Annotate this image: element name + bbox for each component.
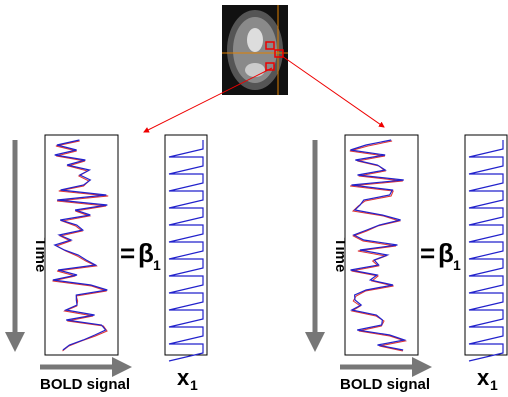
beta: β (438, 238, 454, 268)
beta: β (138, 238, 154, 268)
equals: = (120, 238, 135, 268)
regressor-box (465, 135, 507, 355)
x-label: x (477, 365, 490, 390)
x-sub: 1 (190, 377, 198, 393)
x-label: x (177, 365, 190, 390)
brain-image (222, 5, 288, 95)
beta-sub: 1 (153, 257, 161, 273)
equals: = (420, 238, 435, 268)
bold-label: BOLD signal (340, 376, 430, 393)
regressor-box (165, 135, 207, 355)
red-arrow (282, 56, 384, 127)
x-sub: 1 (490, 377, 498, 393)
bold-label: BOLD signal (40, 376, 130, 393)
beta-sub: 1 (453, 257, 461, 273)
red-arrow (144, 68, 272, 132)
diagram: TimeBOLD signal=β1x1TimeBOLD signal=β1x1 (0, 0, 508, 397)
